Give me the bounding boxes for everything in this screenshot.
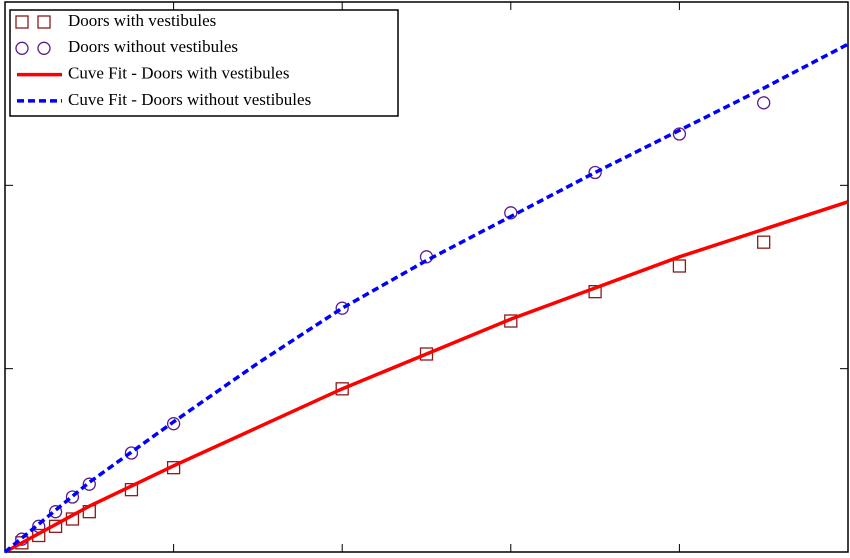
plot-frame	[4, 1, 849, 553]
legend-label: Doors with vestibules	[68, 11, 216, 30]
circle-marker	[588, 165, 602, 180]
square-marker	[419, 347, 434, 361]
circle-marker	[48, 505, 63, 519]
circle-marker	[15, 41, 29, 55]
circle-marker	[65, 490, 80, 504]
circle-marker	[124, 446, 139, 460]
legend-label: Cuve Fit - Doors without vestibules	[68, 90, 311, 109]
circle-marker	[757, 96, 771, 110]
square-marker	[37, 15, 51, 29]
fit-line	[4, 200, 849, 554]
legend: Doors with vestibules Doors without vesti…	[9, 9, 399, 117]
square-marker	[15, 15, 29, 29]
legend-box	[9, 9, 399, 117]
circle-marker	[82, 477, 96, 491]
fit-line	[3, 42, 849, 554]
circle-marker	[166, 417, 181, 431]
circle-marker	[335, 301, 349, 315]
legend-label: Doors without vestibules	[68, 37, 238, 56]
square-marker	[335, 382, 349, 396]
circle-marker	[672, 127, 687, 141]
circle-marker	[504, 206, 518, 220]
square-marker	[757, 235, 771, 249]
circle-marker	[37, 41, 51, 55]
square-marker	[672, 259, 687, 273]
legend-label: Cuve Fit - Doors with vestibules	[68, 64, 289, 83]
